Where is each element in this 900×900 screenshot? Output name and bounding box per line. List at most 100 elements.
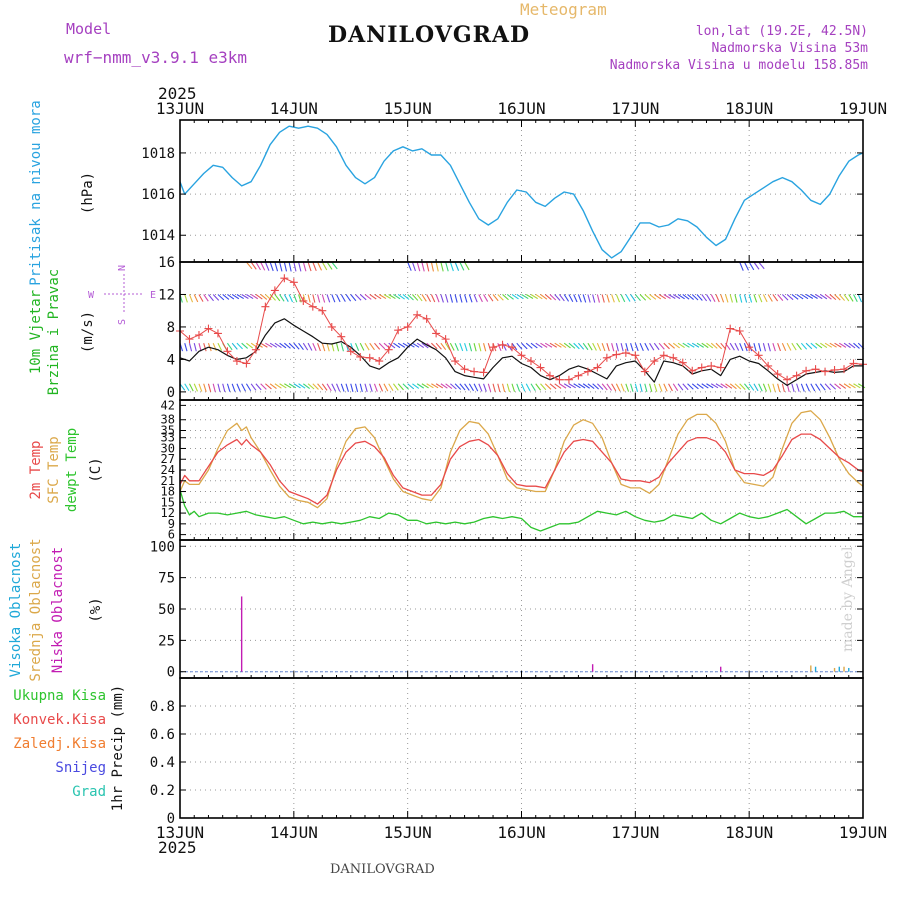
wind-barb <box>582 294 587 303</box>
y-tick-label: 9 <box>168 517 175 531</box>
wind-barb <box>250 294 259 300</box>
wind-barb <box>392 383 399 391</box>
wind-barb <box>326 343 330 352</box>
wind-barb <box>454 294 458 303</box>
wind-barb <box>208 294 214 302</box>
wind-barb <box>502 294 509 301</box>
wind-barb <box>838 342 847 348</box>
y-tick-label: 0.2 <box>150 783 175 799</box>
wind-barb <box>260 383 267 390</box>
wind-barb <box>748 261 755 271</box>
precip-legend-item: Ukupna Kisa <box>13 688 106 704</box>
wind-barb <box>440 294 444 303</box>
wind-barb <box>668 383 673 392</box>
wind-barb <box>615 294 621 303</box>
wind-barb <box>810 383 816 392</box>
wind-barb <box>478 343 482 352</box>
gust-marker <box>479 368 488 377</box>
gust-marker <box>460 365 469 374</box>
wind-barb <box>587 294 591 303</box>
wind-barb <box>440 261 444 272</box>
wind-barb <box>710 383 719 389</box>
wind-barb <box>454 383 462 390</box>
y-tick-label: 100 <box>150 539 175 555</box>
wind-barb <box>269 342 278 348</box>
wind-barb <box>184 343 188 352</box>
wind-barb <box>217 342 223 351</box>
wind-barb <box>834 294 841 301</box>
wind-barb <box>540 342 548 348</box>
wind-barb <box>468 343 473 352</box>
gust-marker <box>251 345 260 354</box>
wind-barb <box>288 261 292 272</box>
wind-barb <box>668 342 675 349</box>
x-tick-label-bottom: 13JUN <box>156 823 204 842</box>
wind-barb <box>231 294 240 300</box>
wind-barb <box>336 294 341 303</box>
wind-barb <box>279 261 283 272</box>
wind-barb <box>407 383 415 390</box>
wind-barb <box>435 294 440 303</box>
y-tick-label: 16 <box>158 255 175 271</box>
wind-barb <box>511 342 518 351</box>
wind-barb <box>625 343 629 352</box>
wind-barb <box>596 342 602 352</box>
y-tick-label: 6 <box>168 528 175 542</box>
wind-barb <box>525 293 534 299</box>
wind-barb <box>274 342 282 349</box>
wind-barb <box>326 261 333 270</box>
wind-barb <box>554 342 562 348</box>
wind-barb <box>298 261 302 272</box>
wind-barb <box>312 383 319 390</box>
wind-barb <box>520 383 526 392</box>
gust-marker <box>261 302 270 311</box>
wind-barb <box>193 294 199 303</box>
wind-barb <box>412 342 420 348</box>
gust-marker <box>707 361 716 370</box>
series-dewpt <box>179 489 863 532</box>
wind-barb <box>483 383 487 392</box>
wind-barb <box>374 294 382 300</box>
wind-barb <box>649 342 655 351</box>
gust-marker <box>830 365 839 374</box>
wind-barb <box>824 383 831 391</box>
wind-barb <box>402 383 410 390</box>
gust-marker <box>508 343 517 352</box>
wind-barb <box>193 383 198 392</box>
wind-barb <box>853 383 861 389</box>
wind-barb <box>298 342 304 351</box>
gust-marker <box>545 371 554 380</box>
wind-barb <box>340 294 346 302</box>
wind-barb <box>397 294 405 300</box>
gust-marker <box>318 306 327 315</box>
gust-marker <box>821 367 830 376</box>
wind-barb <box>279 342 287 349</box>
wind-barb <box>649 294 657 300</box>
wind-barb <box>725 383 733 389</box>
wind-barb <box>426 383 434 389</box>
wind-barb <box>634 383 639 392</box>
gust-marker <box>299 296 308 305</box>
model-label: Model <box>66 20 112 38</box>
wind-barb <box>758 383 763 392</box>
wind-barb <box>288 342 296 350</box>
wind-barb <box>241 383 246 392</box>
wind-barb <box>307 383 315 390</box>
year-bottom: 2025 <box>158 838 197 857</box>
wind-barb <box>563 383 572 389</box>
gust-marker <box>697 363 706 372</box>
ylabel-low-cloud: Niska Oblacnost <box>50 547 66 673</box>
wind-barb <box>848 294 854 302</box>
wind-barb <box>369 294 377 300</box>
wind-barb <box>729 342 735 351</box>
wind-barb <box>563 342 571 349</box>
wind-barb <box>350 383 354 392</box>
wind-barb <box>620 294 626 303</box>
wind-barb <box>421 261 425 272</box>
wind-barb <box>388 294 396 300</box>
wind-barb <box>203 343 207 352</box>
wind-barb <box>853 294 858 303</box>
compass-cross <box>104 274 144 314</box>
wind-barb <box>188 383 194 392</box>
wind-barb <box>402 294 410 300</box>
